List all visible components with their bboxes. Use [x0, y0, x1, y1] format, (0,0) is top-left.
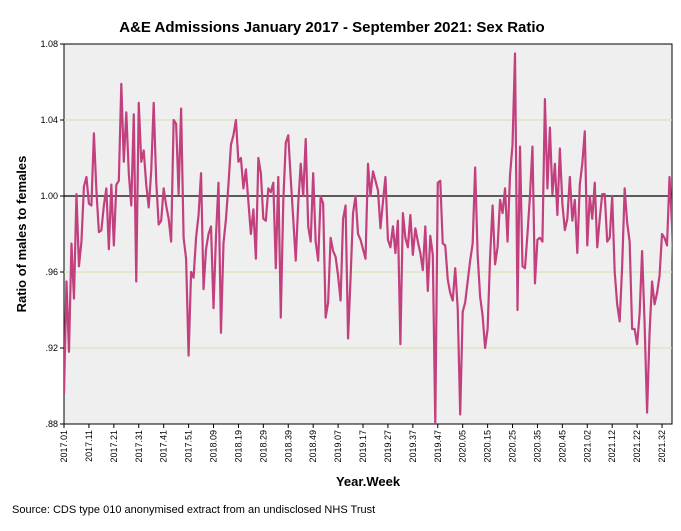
- x-tick-label: 2019.17: [358, 430, 368, 463]
- y-tick-label: .96: [45, 267, 58, 277]
- x-tick-label: 2020.05: [458, 430, 468, 463]
- x-tick-label: 2017.41: [159, 430, 169, 463]
- x-tick-label: 2019.27: [383, 430, 393, 463]
- x-tick-label: 2018.39: [283, 430, 293, 463]
- y-tick-label: .88: [45, 419, 58, 429]
- x-tick-label: 2020.35: [532, 430, 542, 463]
- series-line: [64, 52, 672, 424]
- x-tick-label: 2021.32: [657, 430, 667, 463]
- x-tick-label: 2020.15: [483, 430, 493, 463]
- x-tick-label: 2018.29: [258, 430, 268, 463]
- y-axis-title: Ratio of males to females: [14, 156, 29, 313]
- x-tick-label: 2021.22: [632, 430, 642, 463]
- source-note: Source: CDS type 010 anonymised extract …: [12, 504, 375, 516]
- x-tick-label: 2017.31: [134, 430, 144, 463]
- x-tick-label: 2018.49: [308, 430, 318, 463]
- x-axis-title: Year.Week: [336, 474, 401, 489]
- chart-title: A&E Admissions January 2017 - September …: [119, 19, 544, 36]
- x-tick-label: 2021.02: [582, 430, 592, 463]
- y-tick-label: .92: [45, 343, 58, 353]
- y-tick-label: 1.08: [40, 39, 58, 49]
- gridlines: [64, 119, 672, 349]
- x-tick-label: 2018.19: [233, 430, 243, 463]
- x-tick-label: 2017.01: [59, 430, 69, 463]
- x-tick-label: 2020.45: [557, 430, 567, 463]
- x-tick-label: 2018.09: [209, 430, 219, 463]
- plot-background: [63, 43, 673, 425]
- x-tick-label: 2020.25: [508, 430, 518, 463]
- x-tick-label: 2019.07: [333, 430, 343, 463]
- x-tick-label: 2019.47: [433, 430, 443, 463]
- y-axis: .88 .92 .96 1.00 1.04 1.08: [40, 39, 64, 429]
- y-tick-label: 1.00: [40, 191, 58, 201]
- x-axis: 2017.01 2017.11 2017.21 2017.31 2017.41 2017.…: [59, 424, 667, 463]
- x-tick-label: 2017.21: [109, 430, 119, 463]
- x-tick-label: 2019.37: [408, 430, 418, 463]
- plot-area: [63, 43, 673, 425]
- x-tick-label: 2017.51: [184, 430, 194, 463]
- y-tick-label: 1.04: [40, 115, 58, 125]
- x-tick-label: 2017.11: [84, 430, 94, 462]
- x-tick-label: 2021.12: [607, 430, 617, 463]
- series-group: [64, 52, 672, 424]
